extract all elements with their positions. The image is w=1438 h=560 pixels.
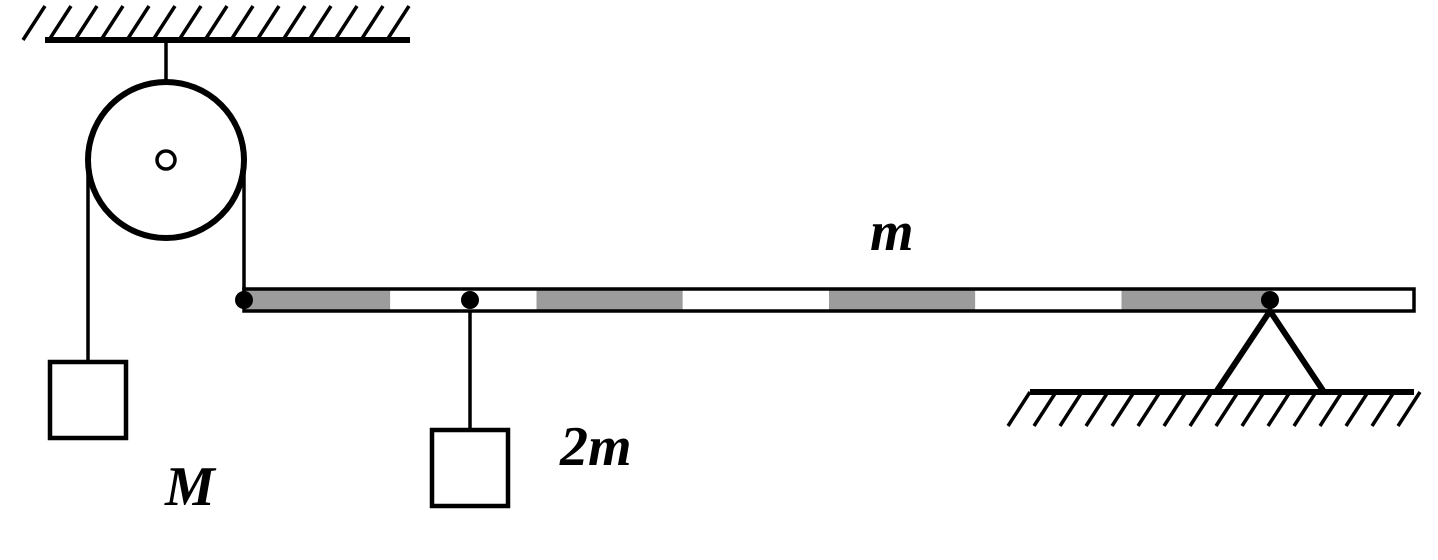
- label-2m: 2m: [560, 415, 632, 479]
- label-m: m: [870, 200, 914, 264]
- diagram-svg: [0, 0, 1438, 560]
- label-M: M: [165, 455, 215, 519]
- diagram-stage: m 2m M: [0, 0, 1438, 560]
